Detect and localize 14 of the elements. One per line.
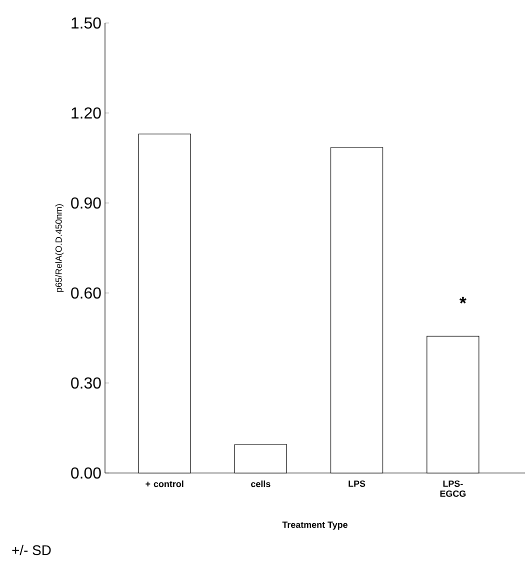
y-tick-label: 0.30 [71, 377, 101, 389]
y-axis-title: p65/RelA(O.D.450nm) [55, 204, 64, 292]
x-tick-label: LPS-EGCG [440, 480, 466, 497]
y-tick-label: 0.60 [71, 287, 101, 299]
y-tick-label: 0.90 [71, 197, 101, 209]
x-tick-label: LPS [348, 480, 366, 487]
y-tick-label: 1.20 [72, 107, 101, 119]
x-axis-title: Treatment Type [282, 522, 348, 530]
y-tick-label: 0.00 [71, 467, 101, 479]
y-tick-label: 1.50 [72, 17, 101, 29]
x-tick-label: + control [146, 480, 184, 488]
text: +/- SD [12, 544, 51, 556]
annotation: * [459, 296, 466, 304]
x-tick-label: cells [251, 480, 270, 488]
